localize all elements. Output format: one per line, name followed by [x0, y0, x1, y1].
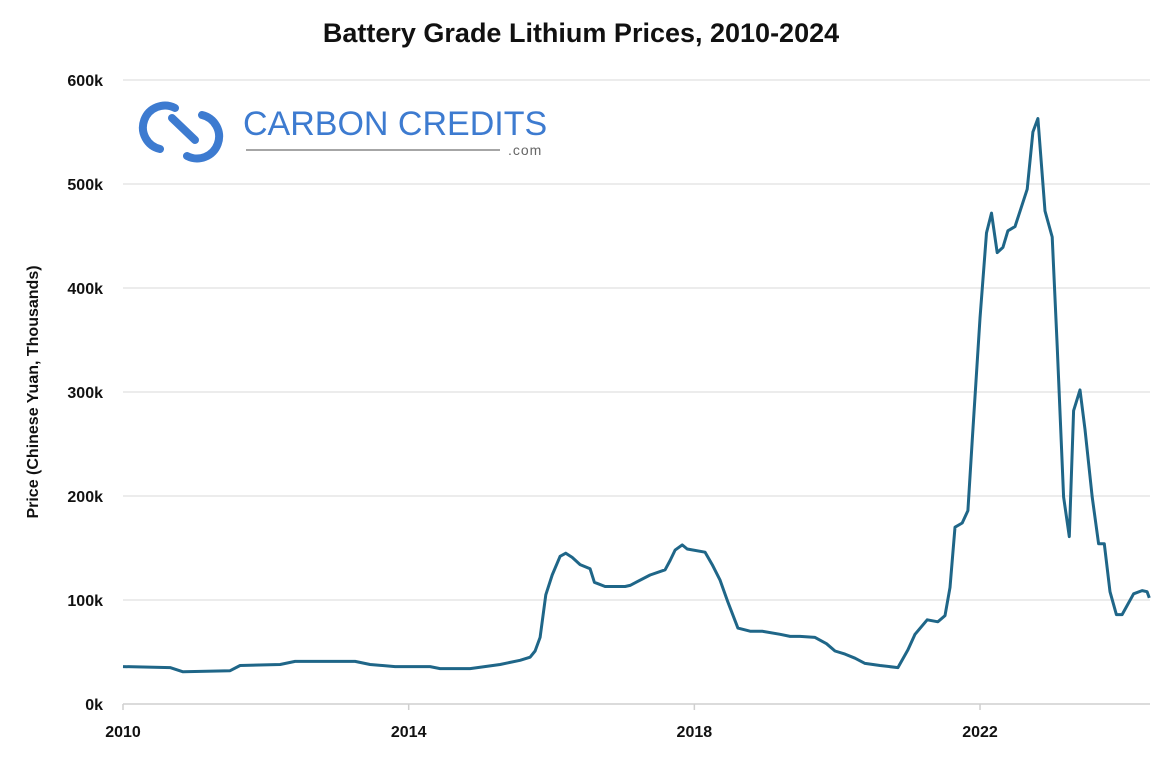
- chart-title: Battery Grade Lithium Prices, 2010-2024: [323, 18, 839, 48]
- y-axis: 0k 100k 200k 300k 400k 500k 600k: [67, 73, 103, 714]
- x-tick-label: 2018: [677, 724, 713, 741]
- y-tick-label: 0k: [85, 697, 103, 714]
- logo-text: CARBON CREDITS: [243, 105, 547, 143]
- series-line: [122, 117, 1151, 674]
- y-tick-label: 300k: [67, 385, 103, 402]
- logo-suffix: .com: [508, 142, 542, 158]
- x-tick-label: 2014: [391, 724, 427, 741]
- logo-mark-icon: [138, 101, 224, 163]
- x-tick-label: 2022: [962, 724, 998, 741]
- x-tick-label: 2010: [105, 724, 141, 741]
- x-axis: 2010 2014 2018 2022: [105, 704, 998, 741]
- y-axis-label: Price (Chinese Yuan, Thousands): [25, 265, 42, 518]
- y-tick-label: 100k: [67, 593, 103, 610]
- y-tick-label: 500k: [67, 177, 103, 194]
- y-tick-label: 400k: [67, 281, 103, 298]
- y-tick-label: 200k: [67, 489, 103, 506]
- gridlines: [123, 79, 1150, 705]
- carbon-credits-logo: CARBON CREDITS .com: [138, 101, 547, 163]
- y-tick-label: 600k: [67, 73, 103, 90]
